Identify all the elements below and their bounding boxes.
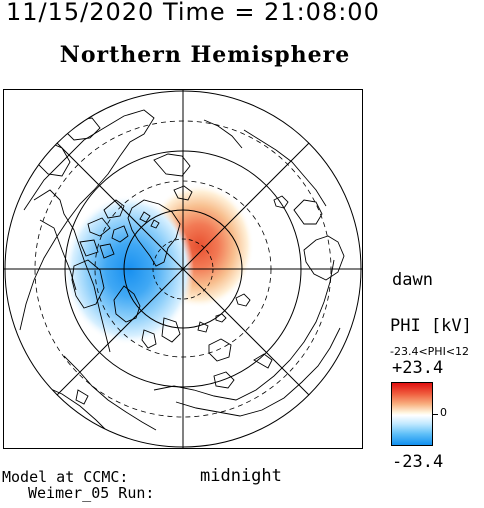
hemisphere-title: Northern Hemisphere [59, 42, 351, 68]
potential-patterns [64, 184, 254, 345]
colorbar-min-label: -23.4 [392, 452, 444, 472]
date-time-title: 11/15/2020 Time = 21:08:00 [6, 0, 380, 26]
midnight-label: midnight [200, 466, 282, 486]
colorbar-zero-label: 0 [440, 406, 447, 419]
colorbar [391, 382, 433, 446]
colorbar-zero-tick [433, 414, 438, 415]
negative-potential-cell [64, 195, 194, 345]
polar-map [4, 90, 362, 448]
colorbar-title: PHI [kV] [390, 316, 472, 336]
longitude-grid [4, 90, 362, 448]
colorbar-max-label: +23.4 [392, 358, 444, 378]
polar-map-frame [3, 89, 363, 449]
colorbar-range: -23.4<PHI<12 [390, 345, 470, 358]
meridian-diagonal-b [56, 142, 310, 396]
dawn-label: dawn [392, 270, 433, 290]
run-label: Weimer_05 Run: [28, 484, 155, 502]
model-label: Model at CCMC: [2, 468, 129, 486]
